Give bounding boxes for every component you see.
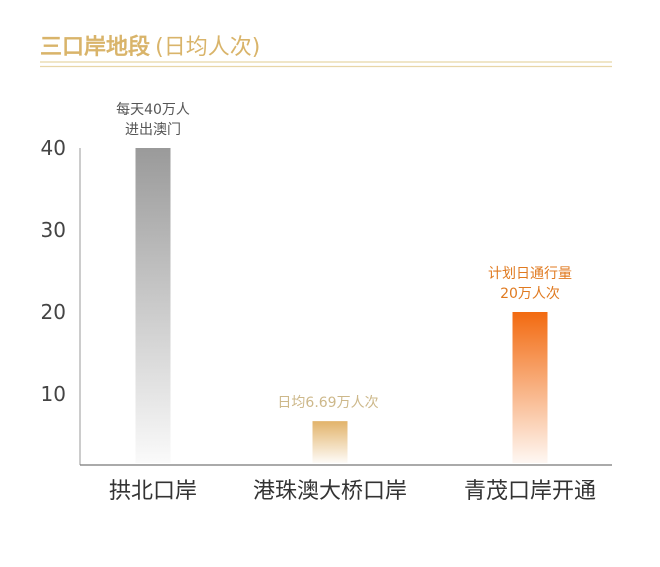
chart-subtitle: (日均人次) (155, 35, 260, 60)
y-tick-label: 40 (41, 136, 66, 160)
data-label: 日均6.69万人次 (277, 395, 378, 411)
y-tick-label: 20 (41, 300, 66, 324)
x-category-label: 拱北口岸 (109, 479, 197, 504)
data-label: 每天40万人 (116, 102, 190, 118)
y-tick-label: 30 (41, 218, 66, 242)
bar (512, 312, 548, 463)
y-tick-label: 10 (41, 382, 66, 406)
x-category-label: 青茂口岸开通 (464, 479, 596, 504)
bar (135, 148, 171, 463)
bar (312, 421, 348, 463)
chart-title: 三口岸地段 (40, 34, 150, 60)
x-category-label: 港珠澳大桥口岸 (253, 479, 407, 504)
data-label: 进出澳门 (125, 122, 181, 138)
data-label: 计划日通行量 (488, 266, 572, 282)
chart-title-group: 三口岸地段 (日均人次) (40, 34, 260, 60)
data-label: 20万人次 (500, 286, 560, 302)
